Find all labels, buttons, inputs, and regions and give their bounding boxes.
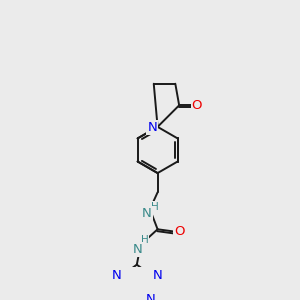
Text: O: O [192, 99, 202, 112]
Text: N: N [111, 269, 121, 282]
Text: N: N [147, 121, 157, 134]
Text: N: N [133, 243, 142, 256]
Text: N: N [153, 269, 162, 282]
Text: H: H [151, 202, 158, 212]
Text: N: N [146, 293, 156, 300]
Text: O: O [174, 225, 184, 238]
Text: H: H [141, 235, 148, 245]
Text: N: N [142, 207, 152, 220]
